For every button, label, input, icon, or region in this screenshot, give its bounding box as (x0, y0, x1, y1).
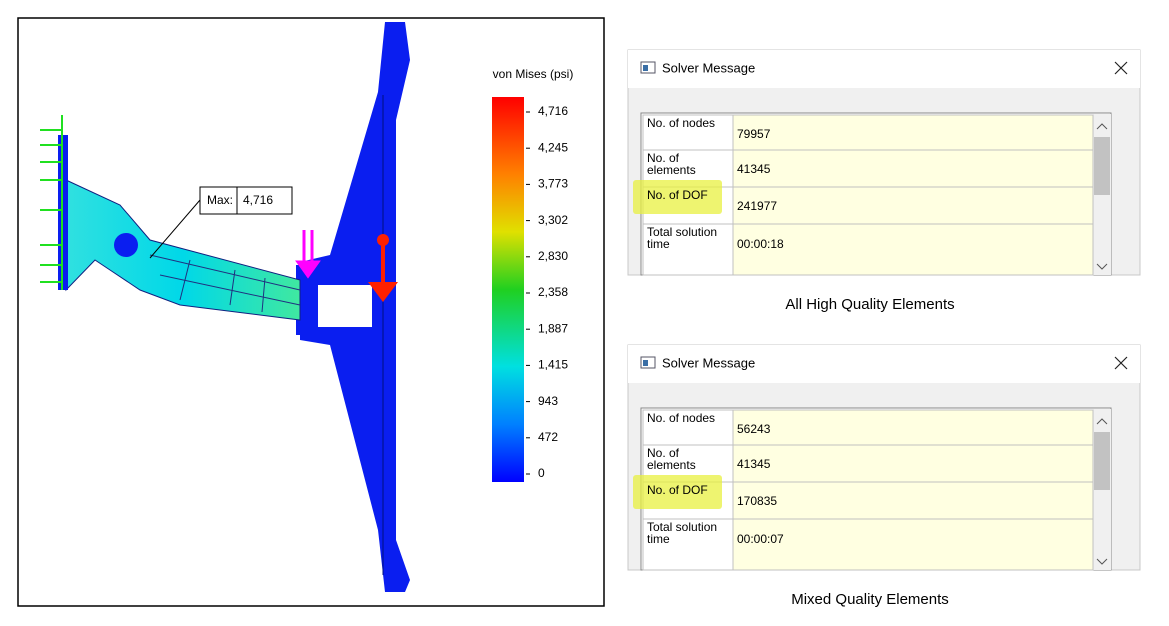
title-bar (628, 345, 1140, 383)
row-label: No. of nodes (647, 116, 715, 130)
row-label: No. of DOF (647, 483, 708, 497)
scroll-thumb[interactable] (1094, 137, 1110, 195)
value-cell (732, 114, 1094, 151)
legend-label: 4,245 (538, 140, 568, 154)
legend-label: 4,716 (538, 104, 568, 118)
value-cell (732, 518, 1094, 571)
value-cell (732, 409, 1094, 446)
close-button[interactable] (1114, 61, 1128, 75)
app-icon-fill (643, 65, 648, 71)
pivot (114, 233, 138, 257)
max-leader (149, 199, 201, 259)
value-cell (732, 186, 1094, 225)
value-cell (732, 149, 1094, 188)
bracket-window (318, 285, 372, 327)
caption: All High Quality Elements (785, 296, 954, 313)
value-cell (732, 481, 1094, 520)
colorbar (492, 97, 524, 482)
app-icon-fill (643, 360, 648, 366)
legend-label: 1,887 (538, 321, 568, 335)
model-view: Max: 4,716 von Mises (psi) 4,716 4,245 3,7… (17, 17, 605, 607)
close-button[interactable] (1114, 356, 1128, 370)
row-label: No. of DOF (647, 188, 708, 202)
row-value: 241977 (737, 199, 777, 213)
row-label: No. of elements (647, 151, 696, 177)
scroll-thumb[interactable] (1094, 432, 1110, 490)
row-value: 41345 (737, 457, 771, 471)
label-cell (642, 114, 734, 151)
row-value: 170835 (737, 494, 777, 508)
scroll-down[interactable] (1096, 558, 1108, 565)
force-arrows (295, 230, 321, 279)
scroll-up[interactable] (1096, 418, 1108, 425)
dialogs: Solver Message No. of nodes 79957 No. of ele… (627, 49, 1141, 608)
row-label: No. of elements (647, 446, 696, 472)
arm-ribs (149, 254, 301, 313)
legend-label: 3,302 (538, 213, 568, 227)
max-value: 4,716 (243, 193, 273, 207)
legend-label: 0 (538, 466, 545, 480)
scroll-down[interactable] (1096, 263, 1108, 270)
row-label: No. of nodes (647, 411, 715, 425)
row-value: 00:00:07 (737, 532, 784, 546)
row-value: 79957 (737, 127, 771, 141)
legend-label: 1,415 (538, 358, 568, 372)
value-cell (732, 223, 1094, 276)
fixtures (40, 115, 63, 290)
arm (65, 179, 301, 321)
scroll-up[interactable] (1096, 123, 1108, 130)
legend-label: 472 (538, 430, 558, 444)
dialog-title: Solver Message (662, 355, 755, 370)
legend-label: 3,773 (538, 177, 568, 191)
row-value: 00:00:18 (737, 237, 784, 251)
max-box (199, 186, 293, 215)
title-bar (628, 50, 1140, 88)
legend-label: 2,830 (538, 249, 568, 263)
highlight (633, 475, 722, 509)
row-label: Total solution time (647, 520, 717, 546)
legend-title: von Mises (psi) (493, 67, 574, 81)
value-cell (732, 444, 1094, 483)
highlight (633, 180, 722, 214)
legend-label: 2,358 (538, 285, 568, 299)
dialog-title: Solver Message (662, 60, 755, 75)
label-cell (642, 223, 734, 276)
gravity-arrow (368, 234, 398, 302)
legend-label: 943 (538, 394, 558, 408)
caption: Mixed Quality Elements (791, 591, 949, 608)
max-label: Max: (207, 193, 233, 207)
row-label: Total solution time (647, 225, 717, 251)
row-value: 56243 (737, 422, 771, 436)
row-value: 41345 (737, 162, 771, 176)
